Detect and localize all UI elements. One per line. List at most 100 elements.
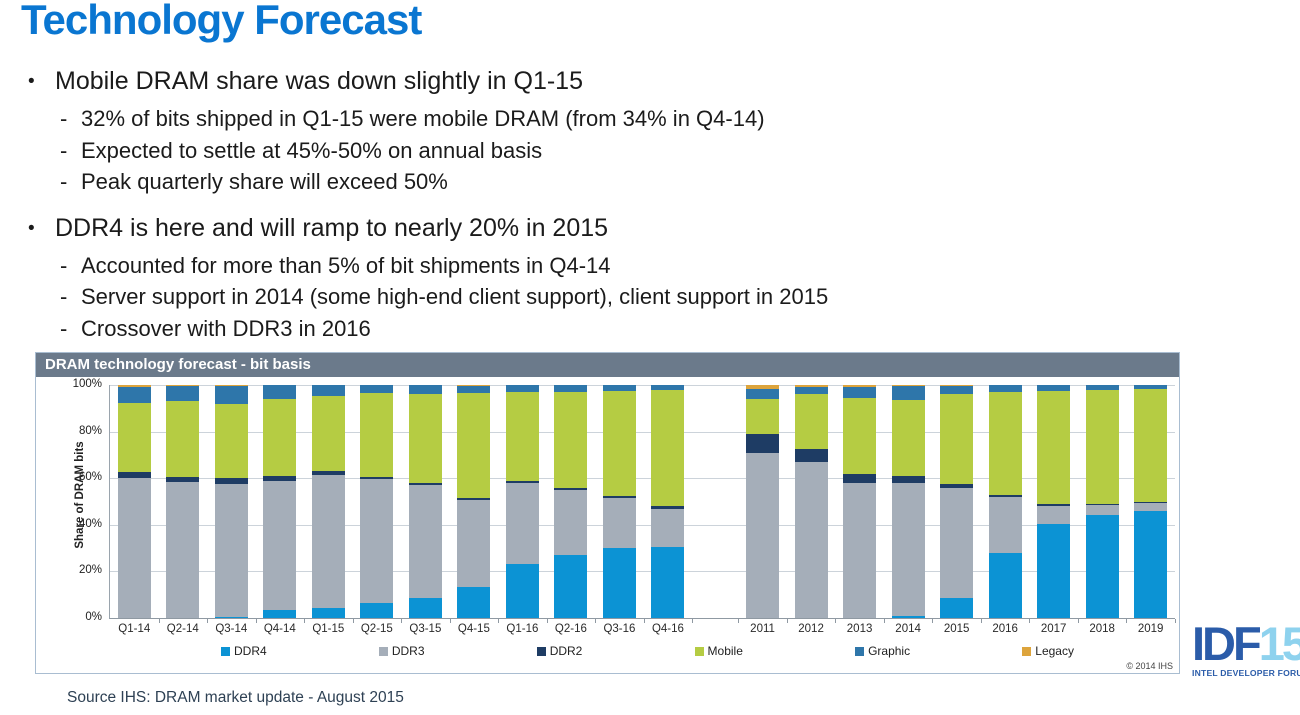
bar-segment-ddr3	[794, 461, 828, 618]
legend-label: DDR4	[234, 644, 267, 658]
bar-segment-mobile	[843, 397, 877, 474]
bar-slot: 2011	[738, 385, 788, 635]
legend-swatch-legacy	[1022, 646, 1032, 656]
x-tick-label: Q4-14	[263, 623, 296, 635]
bar-segment-ddr2	[554, 487, 588, 490]
bar-segment-ddr2	[166, 477, 200, 482]
gridline	[110, 431, 1175, 433]
bar-segment-graphic	[940, 386, 974, 395]
bar-segment-legacy	[940, 385, 974, 387]
legend-item-graphic: Graphic	[855, 644, 910, 658]
bar-segment-legacy	[117, 385, 151, 388]
bar-segment-mobile	[1085, 389, 1119, 504]
bar-segment-ddr3	[891, 482, 925, 616]
bar-segment-graphic	[843, 387, 877, 398]
legend-swatch-ddr4	[221, 646, 230, 656]
x-tick-label: 2014	[895, 623, 921, 635]
gridline	[110, 524, 1175, 526]
bar-segment-mobile	[166, 401, 200, 478]
bar-segment-ddr2	[457, 498, 491, 501]
bar-segment-ddr4	[554, 555, 588, 618]
stacked-bar	[843, 385, 877, 618]
x-tick-label: Q3-16	[603, 623, 636, 635]
gridline	[110, 478, 1175, 480]
bar-segment-ddr2	[651, 506, 685, 509]
bar-slot: Q4-14	[256, 385, 305, 635]
bullet-group: • DDR4 is here and will ramp to nearly 20…	[28, 211, 1178, 345]
sub-bullet-item: - Crossover with DDR3 in 2016	[60, 313, 1178, 345]
chart-title: DRAM technology forecast - bit basis	[36, 353, 1179, 377]
bar-segment-graphic	[166, 386, 200, 402]
bar-segment-mobile	[794, 394, 828, 450]
bar-segment-ddr4	[214, 616, 248, 618]
y-tick-label: 60%	[78, 471, 102, 484]
bullet-group: • Mobile DRAM share was down slightly in …	[28, 64, 1178, 198]
bar-segment-graphic	[360, 385, 394, 394]
legend-swatch-mobile	[694, 646, 704, 656]
sub-bullet-item: - Server support in 2014 (some high-end c…	[60, 281, 1178, 313]
bar-segment-legacy	[891, 385, 925, 387]
stacked-bar	[891, 385, 925, 618]
bar-segment-ddr4	[1085, 515, 1119, 618]
bar-segment-graphic	[1134, 385, 1168, 389]
x-tick-label: 2016	[992, 623, 1018, 635]
bullet-item: • DDR4 is here and will ramp to nearly 20…	[28, 211, 1178, 247]
x-tick-label: Q4-15	[457, 623, 490, 635]
bar-segment-mobile	[602, 390, 636, 496]
bar-segment-graphic	[554, 385, 588, 393]
stacked-bar	[1085, 385, 1119, 618]
legend-label: DDR2	[549, 644, 583, 658]
sub-bullet-item: - Expected to settle at 45%-50% on annual…	[60, 135, 1178, 167]
bar-slot: 2015	[932, 385, 982, 635]
bar-segment-mobile	[554, 392, 588, 488]
bar-segment-graphic	[311, 385, 345, 396]
bar-segment-mobile	[214, 403, 248, 479]
bar-segment-ddr4	[263, 609, 297, 618]
bar-segment-ddr4	[988, 552, 1022, 618]
idf15-logo: IDF15 INTEL DEVELOPER FORUM	[1192, 620, 1300, 678]
bullet-text: DDR4 is here and will ramp to nearly 20%…	[55, 213, 609, 242]
bar-segment-ddr4	[457, 586, 491, 618]
bar-segment-ddr3	[408, 485, 442, 599]
legend-item-ddr3: DDR3	[378, 644, 425, 658]
bar-segment-ddr2	[746, 433, 780, 453]
bar-segment-graphic	[1037, 385, 1071, 391]
x-tick-label: Q2-16	[554, 623, 587, 635]
bar-segment-graphic	[263, 385, 297, 400]
sub-bullet-item: - Accounted for more than 5% of bit shipm…	[60, 250, 1178, 282]
x-tick-label: 2012	[798, 623, 824, 635]
bar-slot: 2018	[1078, 385, 1127, 635]
bar-slot: 2016	[981, 385, 1030, 635]
bar-segment-graphic	[794, 387, 828, 395]
bar-slot: Q4-15	[450, 385, 499, 635]
stacked-bar	[746, 385, 780, 618]
idf15-logo-text: IDF15	[1192, 620, 1300, 667]
gridline	[110, 571, 1175, 573]
bar-slot: 2017	[1029, 385, 1079, 635]
bar-segment-graphic	[408, 385, 442, 395]
group-gap-spacer	[692, 385, 740, 623]
x-tick-label: 2013	[846, 623, 873, 635]
bar-segment-mobile	[1134, 388, 1168, 502]
legend-item-ddr4: DDR4	[221, 644, 267, 658]
bar-slot: Q1-15	[304, 385, 354, 635]
bar-segment-graphic	[214, 386, 248, 404]
y-tick-label: 80%	[78, 424, 102, 437]
x-tick-label: Q2-15	[360, 623, 393, 635]
bar-segment-ddr3	[166, 481, 200, 618]
bar-segment-ddr3	[988, 496, 1022, 553]
x-tick-label: Q1-16	[506, 623, 539, 635]
sub-bullet-text: 32% of bits shipped in Q1-15 were mobile…	[81, 106, 765, 131]
bullet-marker: •	[28, 71, 35, 92]
bar-slot: Q2-16	[547, 385, 596, 635]
bar-segment-ddr3	[360, 479, 394, 603]
bar-segment-ddr3	[117, 478, 151, 618]
bar-segment-legacy	[746, 385, 780, 389]
bar-segment-graphic	[651, 385, 685, 390]
bar-segment-ddr4	[651, 546, 685, 618]
stacked-bar	[360, 385, 394, 618]
bullet-item: • Mobile DRAM share was down slightly in …	[28, 64, 1178, 100]
bar-segment-ddr4	[891, 615, 925, 618]
bar-segment-ddr4	[505, 564, 539, 618]
bar-segment-ddr2	[1037, 503, 1071, 507]
